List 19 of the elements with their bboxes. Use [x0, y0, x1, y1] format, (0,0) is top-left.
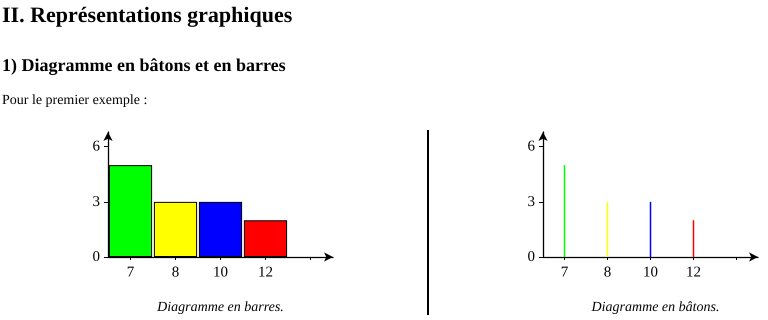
y-tick-label: 6	[92, 138, 100, 155]
x-axis-title: Diagramme en barres.	[156, 300, 285, 316]
y-tick-label: 3	[528, 194, 535, 210]
x-tick-label: 8	[172, 264, 180, 280]
x-tick-label: 12	[258, 264, 273, 280]
y-tick-label: 6	[528, 138, 536, 155]
y-tick-label: 0	[528, 249, 535, 265]
x-tick-label: 12	[686, 264, 701, 280]
chart-subtitle: 1) Diagramme en bâtons et en barres	[2, 55, 286, 76]
y-tick-label: 3	[92, 194, 100, 210]
x-tick-label: 7	[126, 264, 135, 280]
x-tick-label: 10	[643, 264, 658, 280]
x-tick-label: 7	[560, 264, 569, 280]
text: Pour le premier exemple :	[2, 93, 148, 109]
chart-title: II. Représentations graphiques	[2, 2, 292, 28]
y-tick-label: 0	[92, 249, 100, 265]
x-axis-title: Diagramme en bâtons.	[590, 300, 720, 316]
x-tick-label: 10	[213, 264, 228, 280]
x-tick-label: 8	[604, 264, 612, 280]
